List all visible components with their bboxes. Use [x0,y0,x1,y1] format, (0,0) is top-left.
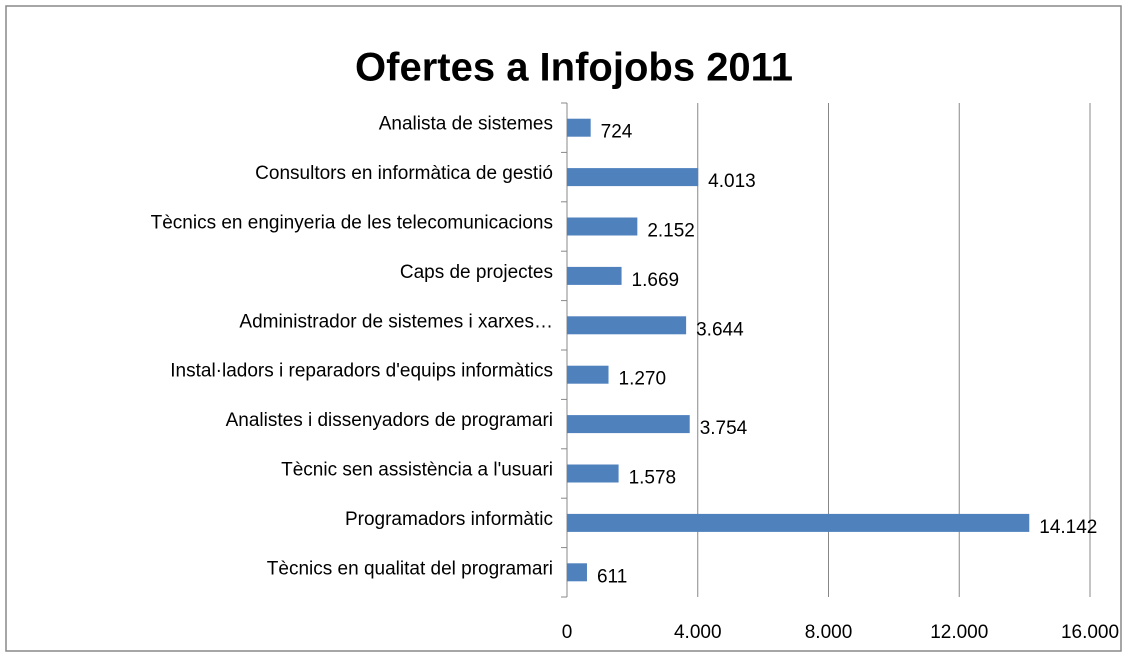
category-label: Tècnics en qualitat del programari [267,558,553,579]
x-tick-label: 16.000 [1061,622,1119,643]
value-label: 1.270 [619,369,667,390]
category-label: Caps de projectes [400,262,553,283]
value-label: 14.142 [1039,517,1097,538]
bar [567,316,687,335]
bar [567,168,699,187]
value-label: 1.578 [629,468,677,489]
category-label: Tècnics en enginyeria de les telecomunic… [151,213,553,234]
x-tick-label: 0 [562,622,573,643]
category-label: Programadors informàtic [345,509,553,530]
bar [567,266,622,285]
value-label: 611 [597,566,627,587]
value-label: 1.669 [632,270,680,291]
bar [567,464,619,483]
category-label: Analistes i dissenyadors de programari [226,410,553,431]
bar [567,365,609,384]
chart-title: Ofertes a Infojobs 2011 [355,46,793,90]
category-label: Consultors en informàtica de gestió [255,163,553,184]
value-label: 724 [601,122,633,143]
x-tick-label: 12.000 [930,622,988,643]
x-tick-label: 4.000 [674,622,722,643]
bar [567,118,591,137]
value-label: 4.013 [708,171,756,192]
category-label: Analista de sistemes [379,114,553,135]
x-tick-label: 8.000 [805,622,853,643]
category-label: Instal·ladors i reparadors d'equips info… [170,361,553,382]
chart-frame [5,5,1122,652]
bar [567,217,638,236]
value-label: 2.152 [647,221,695,242]
bar [567,513,1030,532]
category-label: Tècnic sen assistència a l'usuari [281,460,553,481]
bar [567,563,587,582]
bar [567,415,690,434]
category-label: Administrador de sistemes i xarxes… [239,311,553,332]
value-label: 3.754 [700,418,748,439]
value-label: 3.644 [696,319,744,340]
